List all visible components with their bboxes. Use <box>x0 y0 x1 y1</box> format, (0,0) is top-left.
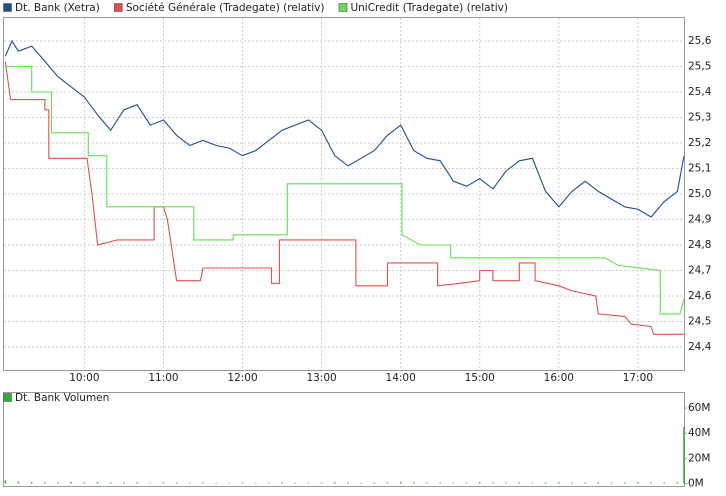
volume-bar <box>17 481 20 484</box>
volume-bar <box>610 482 613 484</box>
y-tick-label: 25,4 <box>688 86 712 98</box>
legend-label: UniCredit (Tradegate) (relativ) <box>350 2 507 14</box>
x-tick-label: 17:00 <box>623 372 653 384</box>
volume-bar <box>637 482 639 484</box>
legend-label: Dt. Bank Volumen <box>15 392 109 404</box>
volume-bar <box>439 482 441 484</box>
volume-bar <box>4 480 7 484</box>
legend-label: Société Générale (Tradegate) (relativ) <box>126 2 325 14</box>
volume-bar <box>189 482 191 484</box>
volume-bar <box>162 482 165 484</box>
legend-swatch <box>3 3 12 12</box>
volume-bar <box>413 482 415 484</box>
price-line <box>5 65 685 315</box>
volume-bar <box>320 482 323 484</box>
price-line <box>4 61 684 335</box>
y-tick-label: 25,5 <box>688 60 711 72</box>
volume-bar <box>584 482 586 484</box>
x-tick-label: 14:00 <box>386 372 416 384</box>
volume-bar <box>294 482 296 484</box>
volume-bar <box>492 482 494 484</box>
x-tick-label: 15:00 <box>465 372 495 384</box>
volume-bar <box>544 482 547 484</box>
volume-bar <box>663 482 665 484</box>
y-tick-label: 24,8 <box>688 239 711 251</box>
volume-bar <box>518 482 521 484</box>
y-tick-label: 25,1 <box>688 162 711 174</box>
y-tick-label: 24,9 <box>688 214 711 226</box>
x-tick-label: 13:00 <box>306 372 336 384</box>
legend-label: Dt. Bank (Xetra) <box>15 2 100 14</box>
volume-bar <box>399 481 402 484</box>
y-tick-label: 24,5 <box>688 316 711 328</box>
volume-bar <box>478 482 481 484</box>
volume-bar <box>307 482 310 484</box>
y-tick-label: 25,3 <box>688 111 711 123</box>
volume-bar <box>386 482 389 484</box>
volume-bar <box>136 482 138 484</box>
volume-bar <box>676 481 679 484</box>
volume-bar <box>281 482 283 484</box>
y-tick-label: 25,6 <box>688 35 712 47</box>
price-line <box>4 39 685 218</box>
volume-bar <box>241 482 244 484</box>
volume-bar <box>57 482 59 484</box>
y-tick-label: 24,6 <box>688 290 712 302</box>
volume-bar <box>531 482 534 484</box>
legend-swatch <box>338 3 348 12</box>
x-tick-label: 11:00 <box>148 372 178 384</box>
volume-bar <box>505 482 507 484</box>
volume-bar <box>571 482 573 484</box>
volume-bar <box>623 482 626 484</box>
volume-bar <box>373 482 376 484</box>
volume-bar <box>175 482 178 484</box>
volume-bar <box>465 482 468 484</box>
volume-bar <box>70 481 72 484</box>
volume-bar <box>83 482 86 484</box>
y-tick-label: 25,2 <box>688 137 711 149</box>
volume-bar <box>44 482 46 484</box>
volume-bar <box>215 482 217 484</box>
volume-bar <box>558 482 560 484</box>
price-frame <box>3 17 685 371</box>
volume-bar <box>96 482 99 484</box>
volume-bar <box>254 482 257 484</box>
volume-bar <box>334 482 336 484</box>
x-tick-label: 10:00 <box>69 372 99 384</box>
x-tick-label: 12:00 <box>227 372 257 384</box>
volume-bar <box>683 426 685 484</box>
legend-swatch <box>3 393 12 402</box>
y-tick-label: 24,7 <box>688 265 711 277</box>
volume-bar <box>426 482 428 484</box>
volume-bar <box>149 482 152 484</box>
y-tick-label: 40M <box>688 427 710 439</box>
legend-swatch <box>114 3 123 12</box>
volume-bar <box>597 482 600 484</box>
volume-bar <box>202 482 204 484</box>
volume-bar <box>228 482 231 484</box>
volume-bar <box>268 482 270 484</box>
volume-bar <box>650 482 652 484</box>
volume-bar <box>360 482 362 484</box>
volume-bar <box>30 481 33 484</box>
volume-bar <box>452 482 455 484</box>
y-tick-label: 24,4 <box>688 341 712 353</box>
x-tick-label: 16:00 <box>544 372 574 384</box>
y-tick-label: 25,0 <box>688 188 711 200</box>
volume-bar <box>347 482 349 484</box>
volume-bar <box>123 482 125 484</box>
volume-bar <box>109 482 112 484</box>
y-tick-label: 60M <box>688 402 710 414</box>
y-tick-label: 0M <box>688 477 704 489</box>
y-tick-label: 20M <box>688 452 710 464</box>
